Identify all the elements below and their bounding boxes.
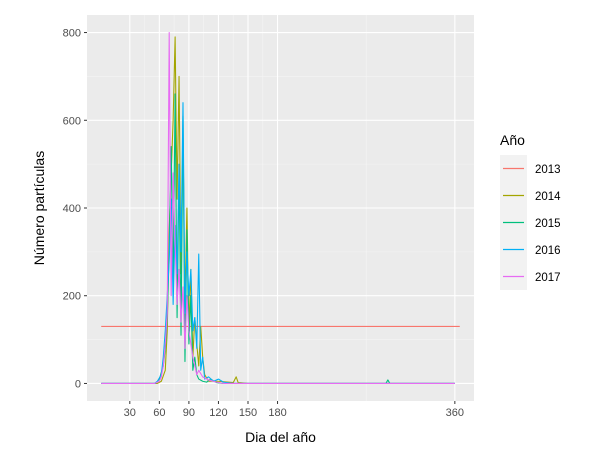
x-tick-label: 30 (124, 407, 136, 419)
x-tick-label: 120 (209, 407, 227, 419)
x-axis-title: Dia del año (245, 429, 316, 445)
x-axis-ticks: 30 60 90 120 150 180 360 (124, 401, 464, 419)
legend: Año 2013 2014 2015 2016 2017 (500, 132, 561, 290)
x-tick-label: 150 (239, 407, 257, 419)
legend-label-2014: 2014 (535, 191, 561, 203)
y-tick-label: 0 (75, 378, 81, 390)
x-tick-label: 60 (153, 407, 165, 419)
y-tick-label: 600 (63, 115, 81, 127)
legend-label-2015: 2015 (535, 218, 561, 230)
y-tick-label: 800 (63, 28, 81, 40)
x-tick-label: 180 (268, 407, 286, 419)
series-line-2017 (101, 31, 455, 385)
y-tick-label: 200 (63, 291, 81, 303)
x-tick-label: 360 (446, 407, 464, 419)
legend-label-2013: 2013 (535, 164, 561, 176)
x-tick-label: 90 (183, 407, 195, 419)
legend-title: Año (500, 132, 525, 148)
y-axis-title: Número partículas (31, 151, 47, 265)
legend-label-2017: 2017 (535, 272, 561, 284)
y-axis-ticks: 0 200 400 600 800 (63, 28, 87, 390)
y-tick-label: 400 (63, 203, 81, 215)
legend-label-2016: 2016 (535, 245, 561, 257)
series-lines (101, 31, 460, 385)
